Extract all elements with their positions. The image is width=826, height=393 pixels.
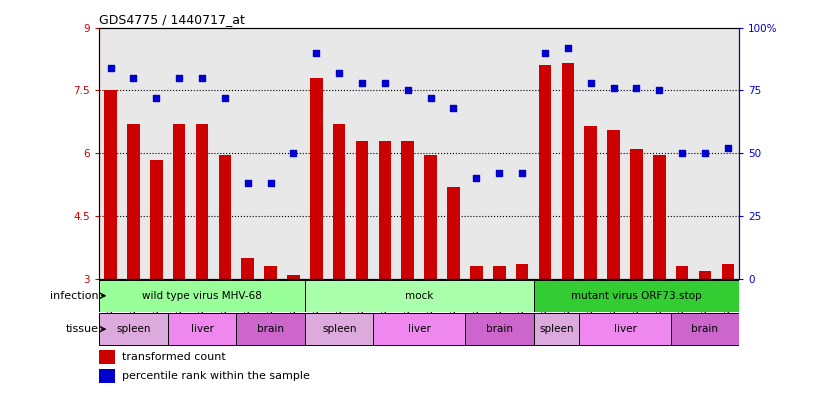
Bar [104,90,116,279]
Text: brain: brain [257,324,284,334]
Point [401,87,415,94]
Point [355,80,368,86]
Point [127,75,140,81]
Bar [493,266,506,279]
Text: tissue: tissue [65,324,98,334]
Bar [305,313,373,345]
Point [104,64,117,71]
Bar [356,141,368,279]
Bar [310,78,323,279]
Bar [401,141,414,279]
Text: mutant virus ORF73.stop: mutant virus ORF73.stop [571,291,702,301]
Bar [219,155,231,279]
Point [287,150,300,156]
Bar [99,313,168,345]
Bar [470,266,482,279]
Bar [173,124,185,279]
Bar [465,313,534,345]
Point [241,180,254,187]
Point [264,180,278,187]
Text: liver: liver [191,324,213,334]
Point [653,87,666,94]
Bar [99,369,115,383]
Point [698,150,711,156]
Text: GDS4775 / 1440717_at: GDS4775 / 1440717_at [99,13,245,26]
Bar [699,271,711,279]
Bar [562,63,574,279]
Point [676,150,689,156]
Point [629,85,643,91]
Point [333,70,346,76]
Bar [99,350,115,364]
Bar [607,130,620,279]
Point [584,80,597,86]
Bar [722,264,734,279]
Text: liver: liver [614,324,636,334]
Bar [671,313,739,345]
Point [196,75,209,81]
Bar [99,280,305,312]
Text: spleen: spleen [116,324,150,334]
Point [515,170,529,176]
Point [310,50,323,56]
Text: transformed count: transformed count [121,352,225,362]
Point [173,75,186,81]
Point [218,95,231,101]
Point [539,50,552,56]
Point [447,105,460,111]
Text: spleen: spleen [539,324,573,334]
Bar [168,313,236,345]
Bar [150,160,163,279]
Text: brain: brain [486,324,513,334]
Bar [579,313,671,345]
Bar [264,266,277,279]
Text: infection: infection [50,291,98,301]
Bar [373,313,465,345]
Bar [447,187,460,279]
Point [378,80,392,86]
Text: spleen: spleen [322,324,357,334]
Point [150,95,163,101]
Point [561,44,574,51]
Point [424,95,437,101]
Bar [127,124,140,279]
Bar [425,155,437,279]
Bar [236,313,305,345]
Bar [333,124,345,279]
Bar [378,141,392,279]
Text: mock: mock [405,291,434,301]
Bar [305,280,534,312]
Text: brain: brain [691,324,719,334]
Bar [676,266,688,279]
Bar [196,124,208,279]
Point [470,175,483,182]
Bar [241,258,254,279]
Bar [630,149,643,279]
Bar [539,65,551,279]
Bar [653,155,666,279]
Bar [287,275,300,279]
Bar [534,313,579,345]
Point [721,145,734,151]
Bar [584,126,597,279]
Text: liver: liver [408,324,430,334]
Text: percentile rank within the sample: percentile rank within the sample [121,371,310,382]
Text: wild type virus MHV-68: wild type virus MHV-68 [142,291,262,301]
Point [607,85,620,91]
Bar [534,280,739,312]
Point [492,170,506,176]
Bar [515,264,529,279]
